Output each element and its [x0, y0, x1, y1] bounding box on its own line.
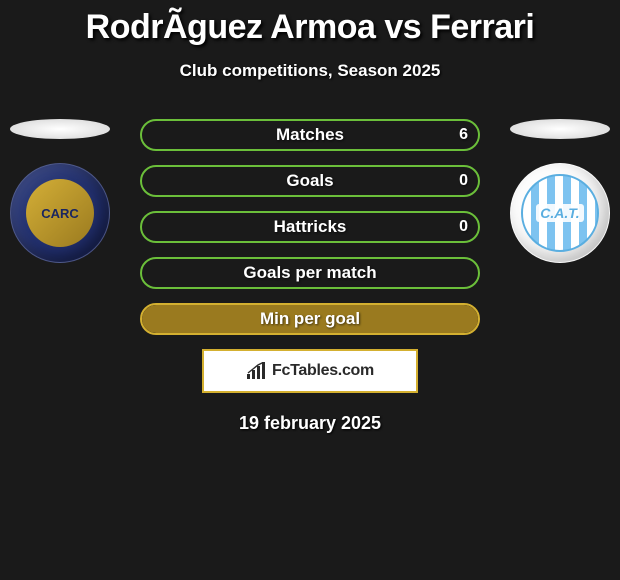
- stat-value-right: 0: [459, 218, 468, 236]
- stat-bar: Min per goal: [140, 303, 480, 335]
- stat-value-right: 0: [459, 172, 468, 190]
- date-label: 19 february 2025: [0, 413, 620, 434]
- stat-label: Hattricks: [274, 217, 347, 237]
- stat-bar: Goals 0: [140, 165, 480, 197]
- player-left-avatar: [10, 119, 110, 139]
- club-logo-right: C.A.T.: [510, 163, 610, 263]
- club-logo-right-text: C.A.T.: [521, 174, 599, 252]
- club-logo-left: CARC: [10, 163, 110, 263]
- stat-label: Goals per match: [243, 263, 376, 283]
- stat-bar: Hattricks 0: [140, 211, 480, 243]
- main-area: CARC C.A.T. Matches6Goals0Hattricks0Goal…: [0, 119, 620, 434]
- stats-list: Matches 6 Goals 0 Hattricks 0 Goals per match M…: [140, 119, 480, 335]
- stat-bar: Goals per match: [140, 257, 480, 289]
- player-right-column: C.A.T.: [510, 119, 610, 263]
- brand-text: FcTables.com: [272, 362, 374, 380]
- page-title: RodrÃ­guez Armoa vs Ferrari: [0, 0, 620, 47]
- club-logo-left-text: CARC: [26, 179, 94, 247]
- player-right-avatar: [510, 119, 610, 139]
- stat-label: Matches: [276, 125, 344, 145]
- subtitle: Club competitions, Season 2025: [0, 61, 620, 81]
- brand-chart-icon: [246, 362, 266, 380]
- stat-label: Goals: [286, 171, 333, 191]
- player-left-column: CARC: [10, 119, 110, 263]
- stat-value-right: 6: [459, 126, 468, 144]
- comparison-card: RodrÃ­guez Armoa vs Ferrari Club competi…: [0, 0, 620, 434]
- brand-box[interactable]: FcTables.com: [202, 349, 418, 393]
- stat-label: Min per goal: [260, 309, 360, 329]
- stat-bar: Matches 6: [140, 119, 480, 151]
